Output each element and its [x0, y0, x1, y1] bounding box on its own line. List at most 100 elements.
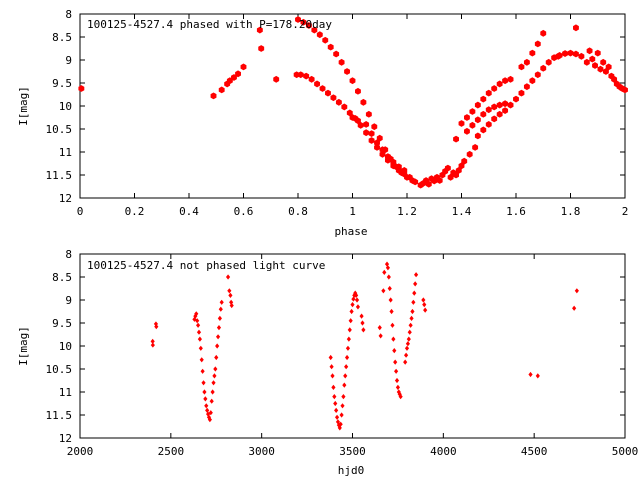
- data-point: [491, 115, 498, 123]
- data-point: [480, 126, 487, 134]
- data-point: [195, 318, 200, 324]
- data-point: [404, 352, 409, 358]
- data-point: [225, 274, 231, 280]
- data-point: [314, 80, 321, 88]
- data-point: [354, 297, 360, 303]
- data-point: [78, 85, 85, 92]
- data-point: [573, 50, 579, 58]
- data-point: [502, 107, 509, 114]
- data-point: [228, 292, 233, 298]
- data-point: [404, 345, 410, 351]
- data-point: [327, 43, 334, 51]
- data-point: [198, 345, 203, 351]
- data-point: [491, 85, 498, 92]
- data-point: [480, 110, 487, 118]
- data-point: [393, 359, 398, 365]
- data-point: [360, 320, 365, 326]
- data-point: [355, 87, 361, 95]
- data-point: [578, 52, 585, 60]
- data-point: [388, 297, 393, 303]
- data-point: [227, 288, 232, 294]
- data-point: [535, 373, 540, 379]
- data-point: [422, 302, 427, 308]
- data-point: [540, 64, 547, 72]
- data-point: [611, 75, 618, 83]
- data-point: [404, 173, 410, 181]
- data-point: [381, 288, 386, 294]
- data-point: [555, 52, 562, 60]
- data-point: [359, 313, 364, 319]
- data-point: [518, 63, 525, 71]
- data-point: [496, 110, 503, 118]
- y-axis-title: I[mag]: [17, 86, 30, 126]
- data-point: [414, 272, 419, 278]
- data-point: [534, 71, 541, 79]
- data-point: [216, 325, 222, 331]
- data-point: [540, 29, 547, 37]
- data-point: [347, 327, 352, 333]
- x-tick-label: 1: [349, 205, 356, 218]
- data-point: [368, 137, 375, 144]
- data-point: [406, 336, 411, 342]
- data-point: [384, 153, 391, 160]
- data-point: [218, 86, 225, 94]
- data-point: [385, 265, 391, 271]
- data-point: [469, 121, 476, 129]
- data-point: [193, 313, 198, 319]
- data-point: [458, 162, 465, 170]
- x-tick-label: 0.4: [179, 205, 199, 218]
- y-tick-label: 8: [65, 248, 72, 261]
- data-point: [378, 333, 383, 339]
- y-tick-label: 10: [59, 340, 72, 353]
- data-point: [204, 403, 209, 409]
- data-point: [354, 292, 359, 298]
- data-point: [534, 40, 541, 48]
- data-point: [436, 177, 443, 184]
- data-point: [360, 98, 367, 106]
- data-point: [453, 171, 459, 179]
- data-point: [376, 134, 383, 142]
- data-point: [412, 290, 417, 296]
- data-point: [338, 58, 345, 66]
- x-tick-label: 2: [622, 205, 629, 218]
- data-point: [622, 86, 628, 94]
- data-point: [469, 108, 476, 115]
- data-point: [308, 75, 315, 83]
- data-point: [379, 150, 386, 158]
- y-tick-label: 10.5: [46, 363, 73, 376]
- data-point: [363, 121, 370, 128]
- data-point: [333, 400, 338, 407]
- data-point: [154, 324, 159, 330]
- data-point: [394, 368, 399, 374]
- x-tick-label: 1.8: [561, 205, 581, 218]
- data-point: [485, 106, 492, 114]
- data-point: [217, 315, 222, 321]
- data-point: [311, 26, 318, 34]
- data-point: [209, 398, 214, 404]
- data-point: [334, 414, 340, 420]
- y-tick-label: 12: [59, 192, 72, 205]
- data-point: [491, 103, 498, 111]
- data-point: [215, 334, 221, 340]
- data-point: [341, 103, 348, 111]
- data-point: [229, 299, 234, 305]
- data-point: [474, 101, 481, 109]
- data-point: [474, 116, 481, 124]
- data-point: [207, 417, 212, 423]
- axis-ticks: 2000 2500 3000 3500 4000 4500 5000 8 8.5 9 9.5 10 10…: [46, 248, 639, 458]
- data-point: [349, 114, 356, 121]
- x-tick-label: 2000: [67, 445, 94, 458]
- data-point: [395, 384, 400, 390]
- x-tick-label: 4500: [521, 445, 548, 458]
- data-point: [583, 58, 590, 66]
- chart-title: 100125-4527.4 not phased light curve: [87, 259, 325, 272]
- data-point: [405, 341, 410, 347]
- x-tick-label: 1.6: [506, 205, 526, 218]
- data-point: [407, 329, 412, 335]
- data-point: [472, 144, 479, 151]
- data-point: [496, 80, 503, 88]
- data-point: [150, 338, 155, 344]
- y-tick-label: 11: [59, 146, 72, 159]
- y-tick-label: 10: [59, 100, 72, 113]
- data-point: [421, 297, 426, 303]
